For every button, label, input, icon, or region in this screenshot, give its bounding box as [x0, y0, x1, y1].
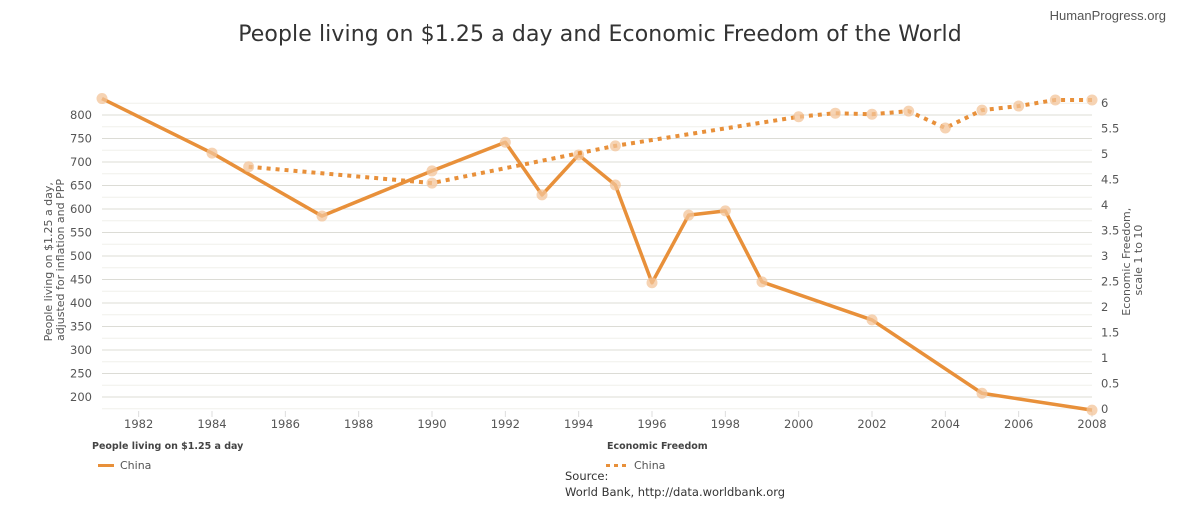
y-axis-right-ticks: 0 0.5 1 1.5 2 2.5 3 3.5 4 4.5 5 5.5 6 [1101, 96, 1119, 416]
y-right-tick-label: 3.5 [1101, 224, 1119, 238]
y-left-tick-label: 400 [70, 296, 92, 310]
legend-title-poverty: People living on $1.25 a day [92, 441, 244, 452]
x-tick-label: 1982 [124, 417, 153, 431]
x-tick-label: 1996 [637, 417, 666, 431]
y-right-tick-label: 2 [1101, 300, 1108, 314]
y-left-tick-label: 650 [70, 179, 92, 193]
x-axis-ticks: 1982 1984 1986 1988 1990 1992 1994 1996 1998 2000… [124, 411, 1107, 431]
y-axis-left-title: People living on $1.25 a day, adjusted f… [42, 179, 67, 342]
legend-solid-line-icon [98, 464, 114, 467]
data-point[interactable] [903, 105, 915, 117]
x-tick-label: 2008 [1077, 417, 1106, 431]
data-point[interactable] [609, 179, 621, 191]
y-right-tick-label: 1.5 [1101, 326, 1119, 340]
data-point[interactable] [939, 122, 951, 134]
y-left-tick-label: 350 [70, 320, 92, 334]
data-point[interactable] [243, 161, 255, 173]
legend-label: China [634, 459, 666, 472]
y-left-tick-label: 550 [70, 226, 92, 240]
data-point[interactable] [646, 277, 658, 289]
series-line [248, 97, 1092, 186]
x-tick-label: 2000 [784, 417, 813, 431]
x-tick-label: 1992 [491, 417, 520, 431]
legend-item-freedom-china[interactable]: China [606, 459, 665, 472]
data-point[interactable] [866, 108, 878, 120]
data-point[interactable] [96, 93, 108, 105]
data-point[interactable] [756, 276, 768, 288]
y-right-tick-label: 1 [1101, 351, 1108, 365]
y-right-tick-label: 0.5 [1101, 377, 1119, 391]
data-point[interactable] [719, 205, 731, 217]
series-poverty-china [96, 93, 1098, 416]
x-tick-label: 1984 [197, 417, 226, 431]
data-point[interactable] [1086, 404, 1098, 416]
chart-title: People living on $1.25 a day and Economi… [238, 22, 962, 47]
y-axis-right-title: Economic Freedom, scale 1 to 10 [1120, 204, 1145, 316]
x-tick-label: 2006 [1004, 417, 1033, 431]
y-left-tick-label: 750 [70, 132, 92, 146]
y-left-tick-label: 300 [70, 343, 92, 357]
data-point[interactable] [976, 387, 988, 399]
y-left-tick-label: 200 [70, 390, 92, 404]
x-tick-label: 2004 [931, 417, 960, 431]
y-left-tick-label: 250 [70, 367, 92, 381]
x-tick-label: 1986 [271, 417, 300, 431]
data-point[interactable] [1013, 100, 1025, 112]
legend-item-poverty-china[interactable]: China [98, 459, 151, 472]
data-point[interactable] [536, 189, 548, 201]
gridlines [102, 102, 1092, 410]
series-freedom-china [243, 94, 1098, 189]
y-left-tick-label: 800 [70, 108, 92, 122]
y-right-tick-label: 5.5 [1101, 122, 1119, 136]
series-layer [96, 93, 1098, 416]
y-left-tick-label: 700 [70, 155, 92, 169]
data-point[interactable] [316, 210, 328, 222]
x-tick-label: 1988 [344, 417, 373, 431]
data-point[interactable] [426, 165, 438, 177]
source-label: Source: [565, 469, 609, 483]
y-left-tick-label: 500 [70, 249, 92, 263]
y-left-tick-label: 600 [70, 202, 92, 216]
source-note: Source: World Bank, http://data.worldban… [565, 468, 785, 500]
data-point[interactable] [866, 314, 878, 326]
y-right-tick-label: 3 [1101, 249, 1108, 263]
x-tick-label: 2002 [857, 417, 886, 431]
y-right-tick-label: 2.5 [1101, 275, 1119, 289]
y-right-tick-label: 5 [1101, 147, 1108, 161]
data-point[interactable] [426, 177, 438, 189]
brand-label[interactable]: HumanProgress.org [1049, 8, 1166, 23]
y-axis-left-ticks: 200 250 300 350 400 450 500 550 600 650 700 750 800 [70, 108, 92, 404]
data-point[interactable] [206, 147, 218, 159]
y-left-tick-label: 450 [70, 273, 92, 287]
data-point[interactable] [609, 140, 621, 152]
data-point[interactable] [829, 107, 841, 119]
x-tick-label: 1990 [417, 417, 446, 431]
legend-dotted-line-icon [606, 464, 628, 467]
data-point[interactable] [1049, 94, 1061, 106]
legend-title-freedom: Economic Freedom [607, 441, 708, 452]
data-point[interactable] [793, 111, 805, 123]
y-right-tick-label: 6 [1101, 96, 1108, 110]
series-line [101, 96, 1093, 412]
y-right-tick-label: 4 [1101, 198, 1108, 212]
data-point[interactable] [1086, 94, 1098, 106]
x-tick-label: 1994 [564, 417, 593, 431]
data-point[interactable] [683, 209, 695, 221]
y-right-tick-label: 0 [1101, 402, 1108, 416]
source-text: World Bank, http://data.worldbank.org [565, 485, 786, 499]
x-tick-label: 1998 [711, 417, 740, 431]
legend-label: China [120, 459, 152, 472]
data-point[interactable] [499, 136, 511, 148]
data-point[interactable] [976, 104, 988, 116]
y-right-tick-label: 4.5 [1101, 173, 1119, 187]
